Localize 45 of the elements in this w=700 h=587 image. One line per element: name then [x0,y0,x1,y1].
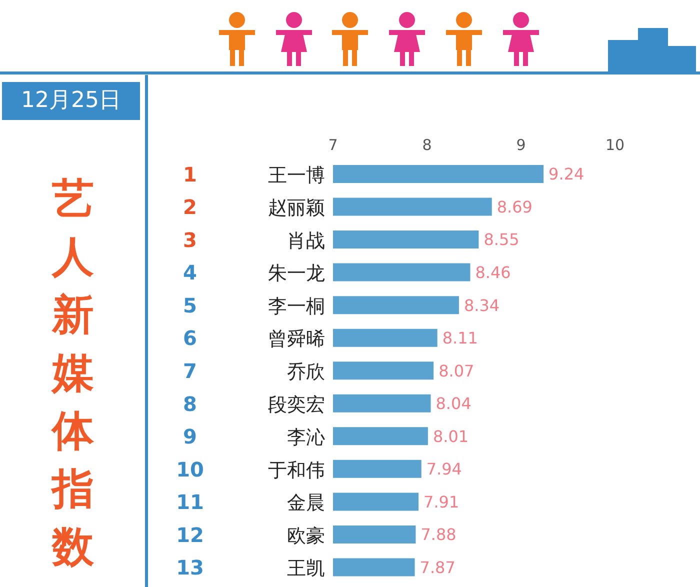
data-label: 8.55 [484,230,520,250]
data-label: 7.88 [420,525,456,544]
data-label: 8.34 [464,296,500,315]
data-label: 8.07 [438,361,474,380]
data-label: 8.11 [442,328,478,348]
text: 7 [183,359,197,383]
y-tick-label: 朱一龙 [268,262,325,285]
y-tick-label: 金晨 [287,492,325,514]
text: 11 [176,490,204,514]
y-tick-label: 曾舜晞 [268,328,325,350]
text: 3 [183,228,197,252]
y-tick-label: 李沁 [287,426,325,449]
text: 10 [176,457,204,482]
y-tick-label: 赵丽颖 [268,197,325,220]
text: 12 [176,522,204,547]
y-tick-label: 李一桐 [268,295,325,318]
y-tick-label: 乔欣 [287,361,325,383]
x-tick-label: 8 [422,136,432,154]
x-tick-label: 10 [605,136,625,154]
y-tick-label: 欧豪 [287,524,325,547]
data-label: 9.24 [548,164,584,184]
data-label: 8.01 [432,426,469,446]
text: 6 [183,326,197,350]
data-label: 8.46 [475,262,511,282]
text: 2 [183,195,197,220]
data-label: 8.04 [436,394,472,414]
y-tick-label: 王一博 [268,164,325,186]
data-label: 7.87 [420,558,456,577]
x-tick-label: 9 [516,136,526,154]
text: 9 [183,424,197,449]
data-label: 7.91 [424,492,460,512]
text: 艺人新媒体指数 [50,173,95,573]
text: 1 [183,162,197,186]
text: 12月25日 [2,82,140,120]
text: 4 [183,260,197,285]
y-tick-label: 段奕宏 [268,394,325,416]
text: 13 [176,556,204,580]
x-tick-label: 7 [328,136,338,154]
text: 8 [183,392,197,416]
y-tick-label: 于和伟 [268,459,325,482]
text: 5 [183,293,197,318]
y-tick-label: 王凯 [287,558,325,580]
data-label: 8.69 [496,197,532,216]
data-label: 7.94 [426,460,462,479]
y-tick-label: 肖战 [287,230,325,252]
